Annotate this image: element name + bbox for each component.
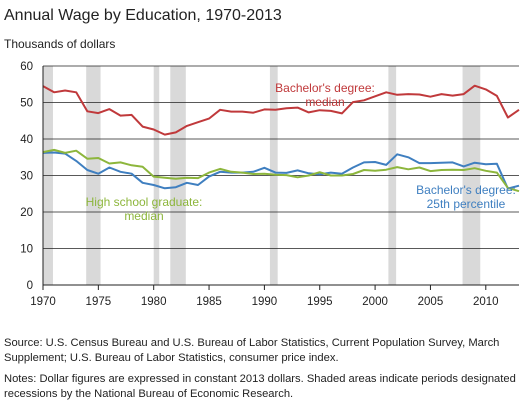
x-tick-label: 1975 xyxy=(86,296,112,308)
x-tick-label: 1995 xyxy=(307,296,333,308)
tick-labels: 0 10 20 30 40 50 60 1970 1975 1980 1985 1990 1995 200… xyxy=(20,61,498,308)
x-tick-label: 2005 xyxy=(418,296,444,308)
source-note: Source: U.S. Census Bureau and U.S. Bure… xyxy=(4,337,500,364)
series-line-1 xyxy=(42,151,520,190)
y-axis-label: Thousands of dollars xyxy=(4,37,116,51)
y-tick-label: 50 xyxy=(20,98,33,110)
y-tick-label: 40 xyxy=(20,134,33,146)
x-tick-label: 1970 xyxy=(30,296,56,308)
x-tick-label: 1985 xyxy=(196,296,222,308)
series-annotation-2: High school graduate: xyxy=(86,195,203,209)
notes-text: Notes: Dollar figures are expressed in c… xyxy=(4,373,516,400)
grid-lines xyxy=(43,65,519,249)
x-tick-label: 2000 xyxy=(362,296,388,308)
series-annotation-0: median xyxy=(305,95,344,109)
chart-title: Annual Wage by Education, 1970-2013 xyxy=(4,7,282,24)
x-tick-label: 1980 xyxy=(141,296,167,308)
series-line-0 xyxy=(42,84,520,136)
y-tick-label: 60 xyxy=(20,61,33,73)
series-annotation-1: 25th percentile xyxy=(427,197,506,211)
x-tick-label: 1990 xyxy=(252,296,278,308)
series-annotation-2: median xyxy=(124,209,163,223)
series-lines xyxy=(42,84,520,193)
y-tick-label: 0 xyxy=(27,280,33,292)
y-tick-label: 30 xyxy=(20,171,33,183)
series-annotation-0: Bachelor's degree: xyxy=(275,81,375,95)
y-tick-label: 20 xyxy=(20,207,33,219)
series-line-2 xyxy=(42,148,520,193)
axes xyxy=(42,66,519,290)
y-tick-label: 10 xyxy=(20,244,33,256)
line-chart: 0 10 20 30 40 50 60 1970 1975 1980 1985 1990 1995 200… xyxy=(20,61,520,308)
x-tick-label: 2010 xyxy=(473,296,499,308)
series-annotation-1: Bachelor's degree: xyxy=(416,183,516,197)
